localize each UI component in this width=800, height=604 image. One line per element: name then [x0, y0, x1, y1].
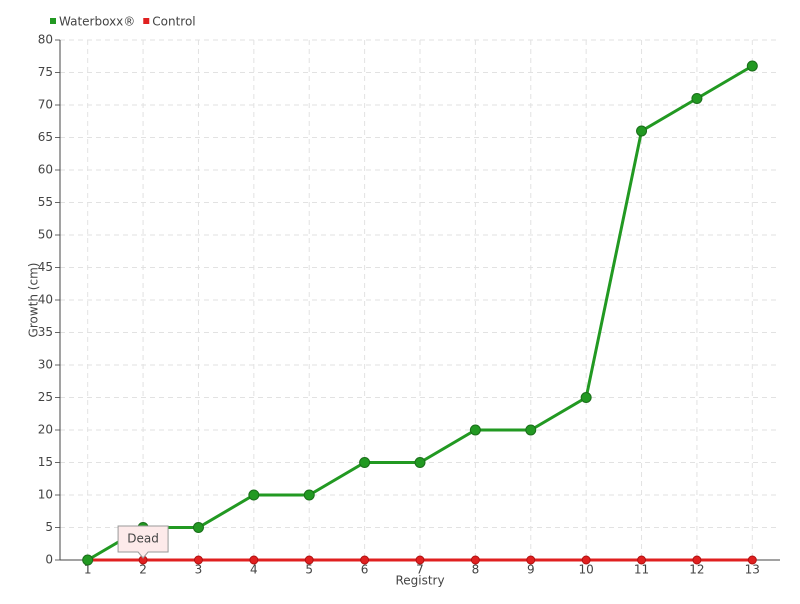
x-tick-label: 13	[745, 563, 760, 577]
x-tick-label: 12	[689, 563, 704, 577]
x-tick-label: 11	[634, 563, 649, 577]
y-tick-label: 60	[38, 163, 53, 177]
x-tick-label: 1	[84, 563, 92, 577]
y-tick-label: 70	[38, 98, 53, 112]
data-point	[637, 555, 647, 565]
data-point	[692, 555, 702, 565]
x-tick-label: 8	[472, 563, 480, 577]
annotation-text: Dead	[127, 532, 159, 546]
y-axis-label: Growth (cm)	[27, 263, 41, 338]
data-point	[525, 424, 537, 436]
annotation: Dead	[117, 525, 169, 559]
data-point	[747, 555, 757, 565]
data-point	[746, 60, 758, 72]
y-tick-label: 55	[38, 195, 53, 209]
y-tick-label: 75	[38, 65, 53, 79]
data-point	[470, 555, 480, 565]
data-point	[414, 457, 426, 468]
y-tick-label: 45	[38, 260, 53, 274]
data-point	[359, 457, 371, 468]
y-tick-label: 30	[38, 358, 53, 372]
data-point	[304, 555, 314, 565]
data-point	[193, 555, 203, 565]
data-point	[249, 555, 259, 565]
data-point	[691, 93, 703, 104]
x-axis-label: Registry	[395, 574, 444, 588]
data-point	[303, 489, 315, 501]
data-point	[248, 489, 260, 501]
legend-label: Waterboxx®	[59, 15, 135, 29]
x-tick-label: 5	[305, 563, 313, 577]
y-tick-label: 10	[38, 488, 53, 502]
y-tick-label: 25	[38, 390, 53, 404]
data-point	[192, 522, 204, 533]
data-point	[636, 125, 648, 137]
data-point	[469, 424, 481, 436]
data-point	[580, 392, 592, 403]
data-point	[581, 555, 591, 565]
x-tick-label: 4	[250, 563, 258, 577]
data-point	[415, 555, 425, 565]
y-tick-label: 20	[38, 423, 53, 437]
y-tick-label: 50	[38, 228, 53, 242]
x-tick-label: 7	[416, 563, 424, 577]
y-tick-label: 15	[38, 455, 53, 469]
annotation-box	[117, 525, 169, 559]
data-point	[526, 555, 536, 565]
y-tick-label: 40	[38, 293, 53, 307]
x-tick-label: 2	[139, 563, 147, 577]
legend-swatch	[50, 18, 56, 24]
legend-swatch	[143, 18, 150, 24]
y-tick-label: 5	[45, 520, 53, 534]
x-tick-label: 9	[527, 563, 535, 577]
x-tick-label: 6	[361, 563, 369, 577]
y-tick-label: 80	[38, 33, 53, 47]
x-tick-label: 10	[579, 563, 594, 577]
data-point	[360, 555, 370, 565]
y-tick-label: 65	[38, 130, 53, 144]
data-point	[82, 554, 94, 566]
y-tick-label: 35	[38, 325, 53, 339]
x-tick-label: 3	[195, 563, 203, 577]
legend-label: Control	[152, 15, 195, 29]
y-tick-label: 0	[45, 553, 53, 567]
